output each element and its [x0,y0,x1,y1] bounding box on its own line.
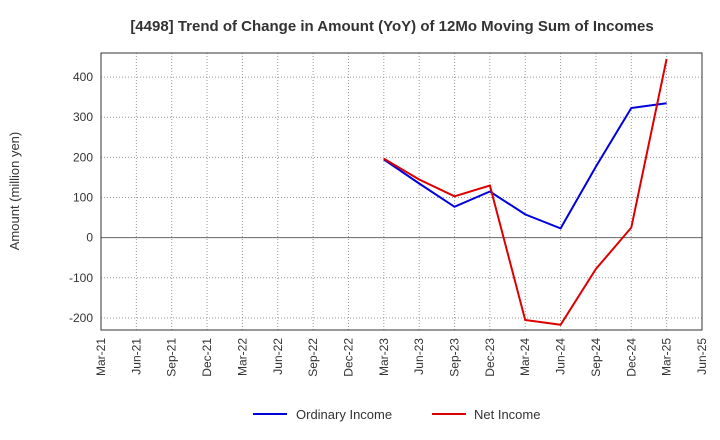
x-tick-label: Sep-21 [165,338,179,377]
y-tick-label: 100 [73,191,93,205]
y-tick-label: 200 [73,150,93,164]
y-axis-label: Amount (million yen) [7,132,22,251]
plot-border [100,52,703,331]
y-tick-label: 300 [73,110,93,124]
x-tick-label: Mar-24 [518,338,532,376]
y-tick-label: -200 [69,311,93,325]
x-tick-label: Jun-24 [554,338,568,375]
ordinary-income-line [383,102,667,230]
x-tick-label: Mar-22 [235,338,249,376]
ordinary-income-legend-label: Ordinary Income [296,407,392,422]
x-tick-label: Mar-21 [94,338,108,376]
x-tick-label: Jun-25 [695,338,709,375]
x-tick-label: Sep-23 [448,338,462,377]
net-income-legend-label: Net Income [474,407,540,422]
legend: Ordinary Income Net Income [253,407,540,422]
x-tick-label: Jun-22 [271,338,285,375]
x-tick-label: Jun-21 [129,338,143,375]
plot-area: -200 -100 0 100 200 300 400 Mar-21 Jun-21 Sep-21 D… [69,52,709,377]
y-tick-label: 400 [73,70,93,84]
x-tick-label: Dec-21 [200,338,214,377]
chart-title: [4498] Trend of Change in Amount (YoY) o… [130,18,653,35]
x-tick-label: Dec-22 [341,338,355,377]
y-tick-label: 0 [86,231,93,245]
x-tick-label: Sep-22 [306,338,320,377]
x-tick-label: Mar-23 [377,338,391,376]
net-income-line [383,58,668,326]
x-tick-label: Dec-24 [624,338,638,377]
x-tick-label: Jun-23 [412,338,426,375]
x-tick-label: Sep-24 [589,338,603,377]
x-tick-label: Mar-25 [660,338,674,376]
x-tick-label: Dec-23 [483,338,497,377]
y-tick-label: -100 [69,271,93,285]
